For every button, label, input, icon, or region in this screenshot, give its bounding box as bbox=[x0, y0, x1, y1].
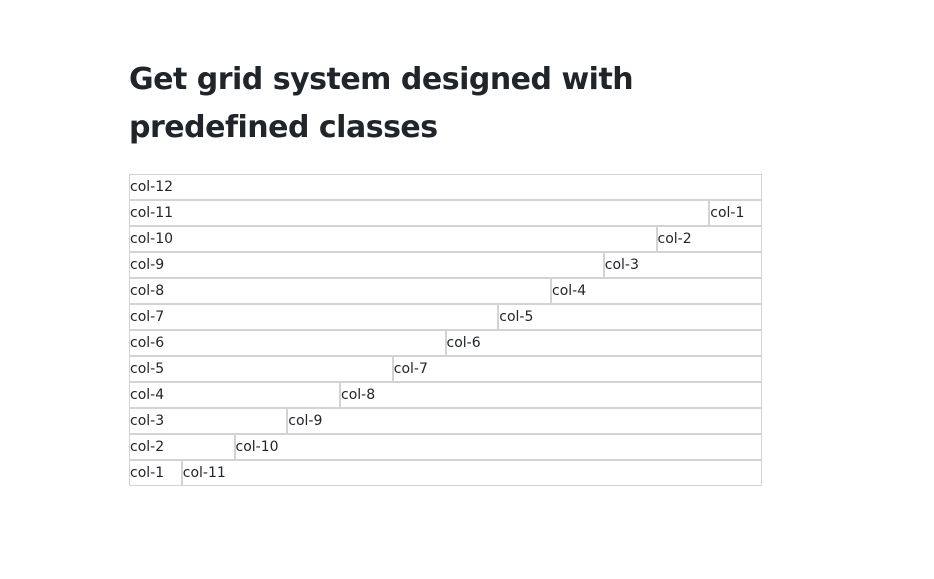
grid-row: col-2 col-10 bbox=[129, 434, 762, 460]
grid-row: col-6 col-6 bbox=[129, 330, 762, 356]
grid-cell-col-11: col-11 bbox=[181, 460, 762, 486]
grid-cell-col-5: col-5 bbox=[129, 356, 393, 382]
grid-container: col-12 col-11 col-1 col-10 col-2 col-9 col-3 co… bbox=[129, 174, 762, 486]
grid-cell-col-8: col-8 bbox=[129, 278, 551, 304]
grid-cell-col-4: col-4 bbox=[129, 382, 340, 408]
grid-cell-col-8: col-8 bbox=[340, 382, 762, 408]
grid-cell-col-6: col-6 bbox=[129, 330, 446, 356]
grid-cell-col-7: col-7 bbox=[129, 304, 499, 330]
grid-cell-col-5: col-5 bbox=[498, 304, 762, 330]
grid-row: col-7 col-5 bbox=[129, 304, 762, 330]
grid-row: col-10 col-2 bbox=[129, 226, 762, 252]
grid-row: col-12 bbox=[129, 174, 762, 200]
grid-cell-col-3: col-3 bbox=[603, 252, 762, 278]
grid-cell-col-4: col-4 bbox=[551, 278, 762, 304]
grid-row: col-4 col-8 bbox=[129, 382, 762, 408]
grid-cell-col-3: col-3 bbox=[129, 408, 288, 434]
grid-cell-col-12: col-12 bbox=[129, 174, 762, 200]
grid-row: col-5 col-7 bbox=[129, 356, 762, 382]
grid-cell-col-2: col-2 bbox=[129, 434, 235, 460]
grid-cell-col-1: col-1 bbox=[129, 460, 182, 486]
grid-row: col-9 col-3 bbox=[129, 252, 762, 278]
grid-cell-col-1: col-1 bbox=[709, 200, 762, 226]
grid-cell-col-11: col-11 bbox=[129, 200, 710, 226]
grid-row: col-8 col-4 bbox=[129, 278, 762, 304]
grid-cell-col-6: col-6 bbox=[445, 330, 762, 356]
grid-cell-col-9: col-9 bbox=[129, 252, 604, 278]
grid-cell-col-9: col-9 bbox=[287, 408, 762, 434]
grid-row: col-1 col-11 bbox=[129, 460, 762, 486]
grid-row: col-11 col-1 bbox=[129, 200, 762, 226]
page-title: Get grid system designed with predefined… bbox=[129, 62, 634, 145]
grid-cell-col-10: col-10 bbox=[234, 434, 762, 460]
grid-cell-col-7: col-7 bbox=[392, 356, 762, 382]
grid-cell-col-2: col-2 bbox=[656, 226, 762, 252]
grid-row: col-3 col-9 bbox=[129, 408, 762, 434]
grid-cell-col-10: col-10 bbox=[129, 226, 657, 252]
